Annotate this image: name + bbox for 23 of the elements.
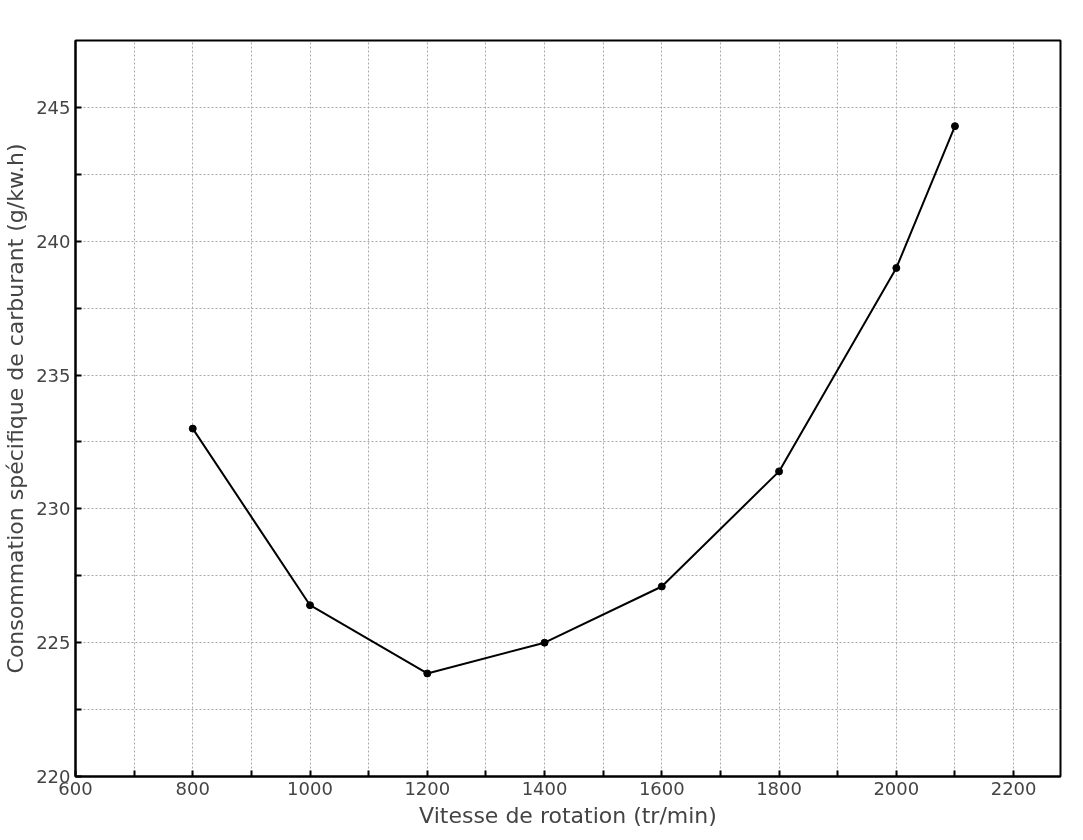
- y-axis-title: Consommation spécifique de carburant (g/kw.h): [3, 143, 29, 674]
- x-axis-title: Vitesse de rotation (tr/min): [419, 802, 717, 828]
- x-tick-label: 1200: [404, 777, 451, 799]
- x-tick-label: 1600: [638, 777, 685, 799]
- point: [657, 582, 666, 591]
- point: [540, 638, 549, 647]
- point: [950, 122, 959, 131]
- y-tick-label: 245: [36, 96, 71, 118]
- point: [775, 467, 784, 476]
- y-tick-label: 235: [36, 364, 71, 386]
- point: [892, 264, 901, 272]
- x-tick-label: 1400: [521, 777, 568, 799]
- point: [306, 601, 315, 610]
- point: [188, 424, 197, 433]
- x-tick-label: 800: [175, 777, 210, 799]
- y-tick-label: 225: [36, 632, 71, 654]
- point: [423, 669, 432, 678]
- x-tick-label: 2200: [990, 777, 1037, 799]
- x-tick-label: 1800: [756, 777, 802, 799]
- y-tick-label: 240: [36, 230, 71, 252]
- x-tick-label: 1000: [287, 777, 333, 799]
- x-tick-label: 2000: [873, 777, 920, 799]
- y-tick-label: 230: [36, 498, 71, 520]
